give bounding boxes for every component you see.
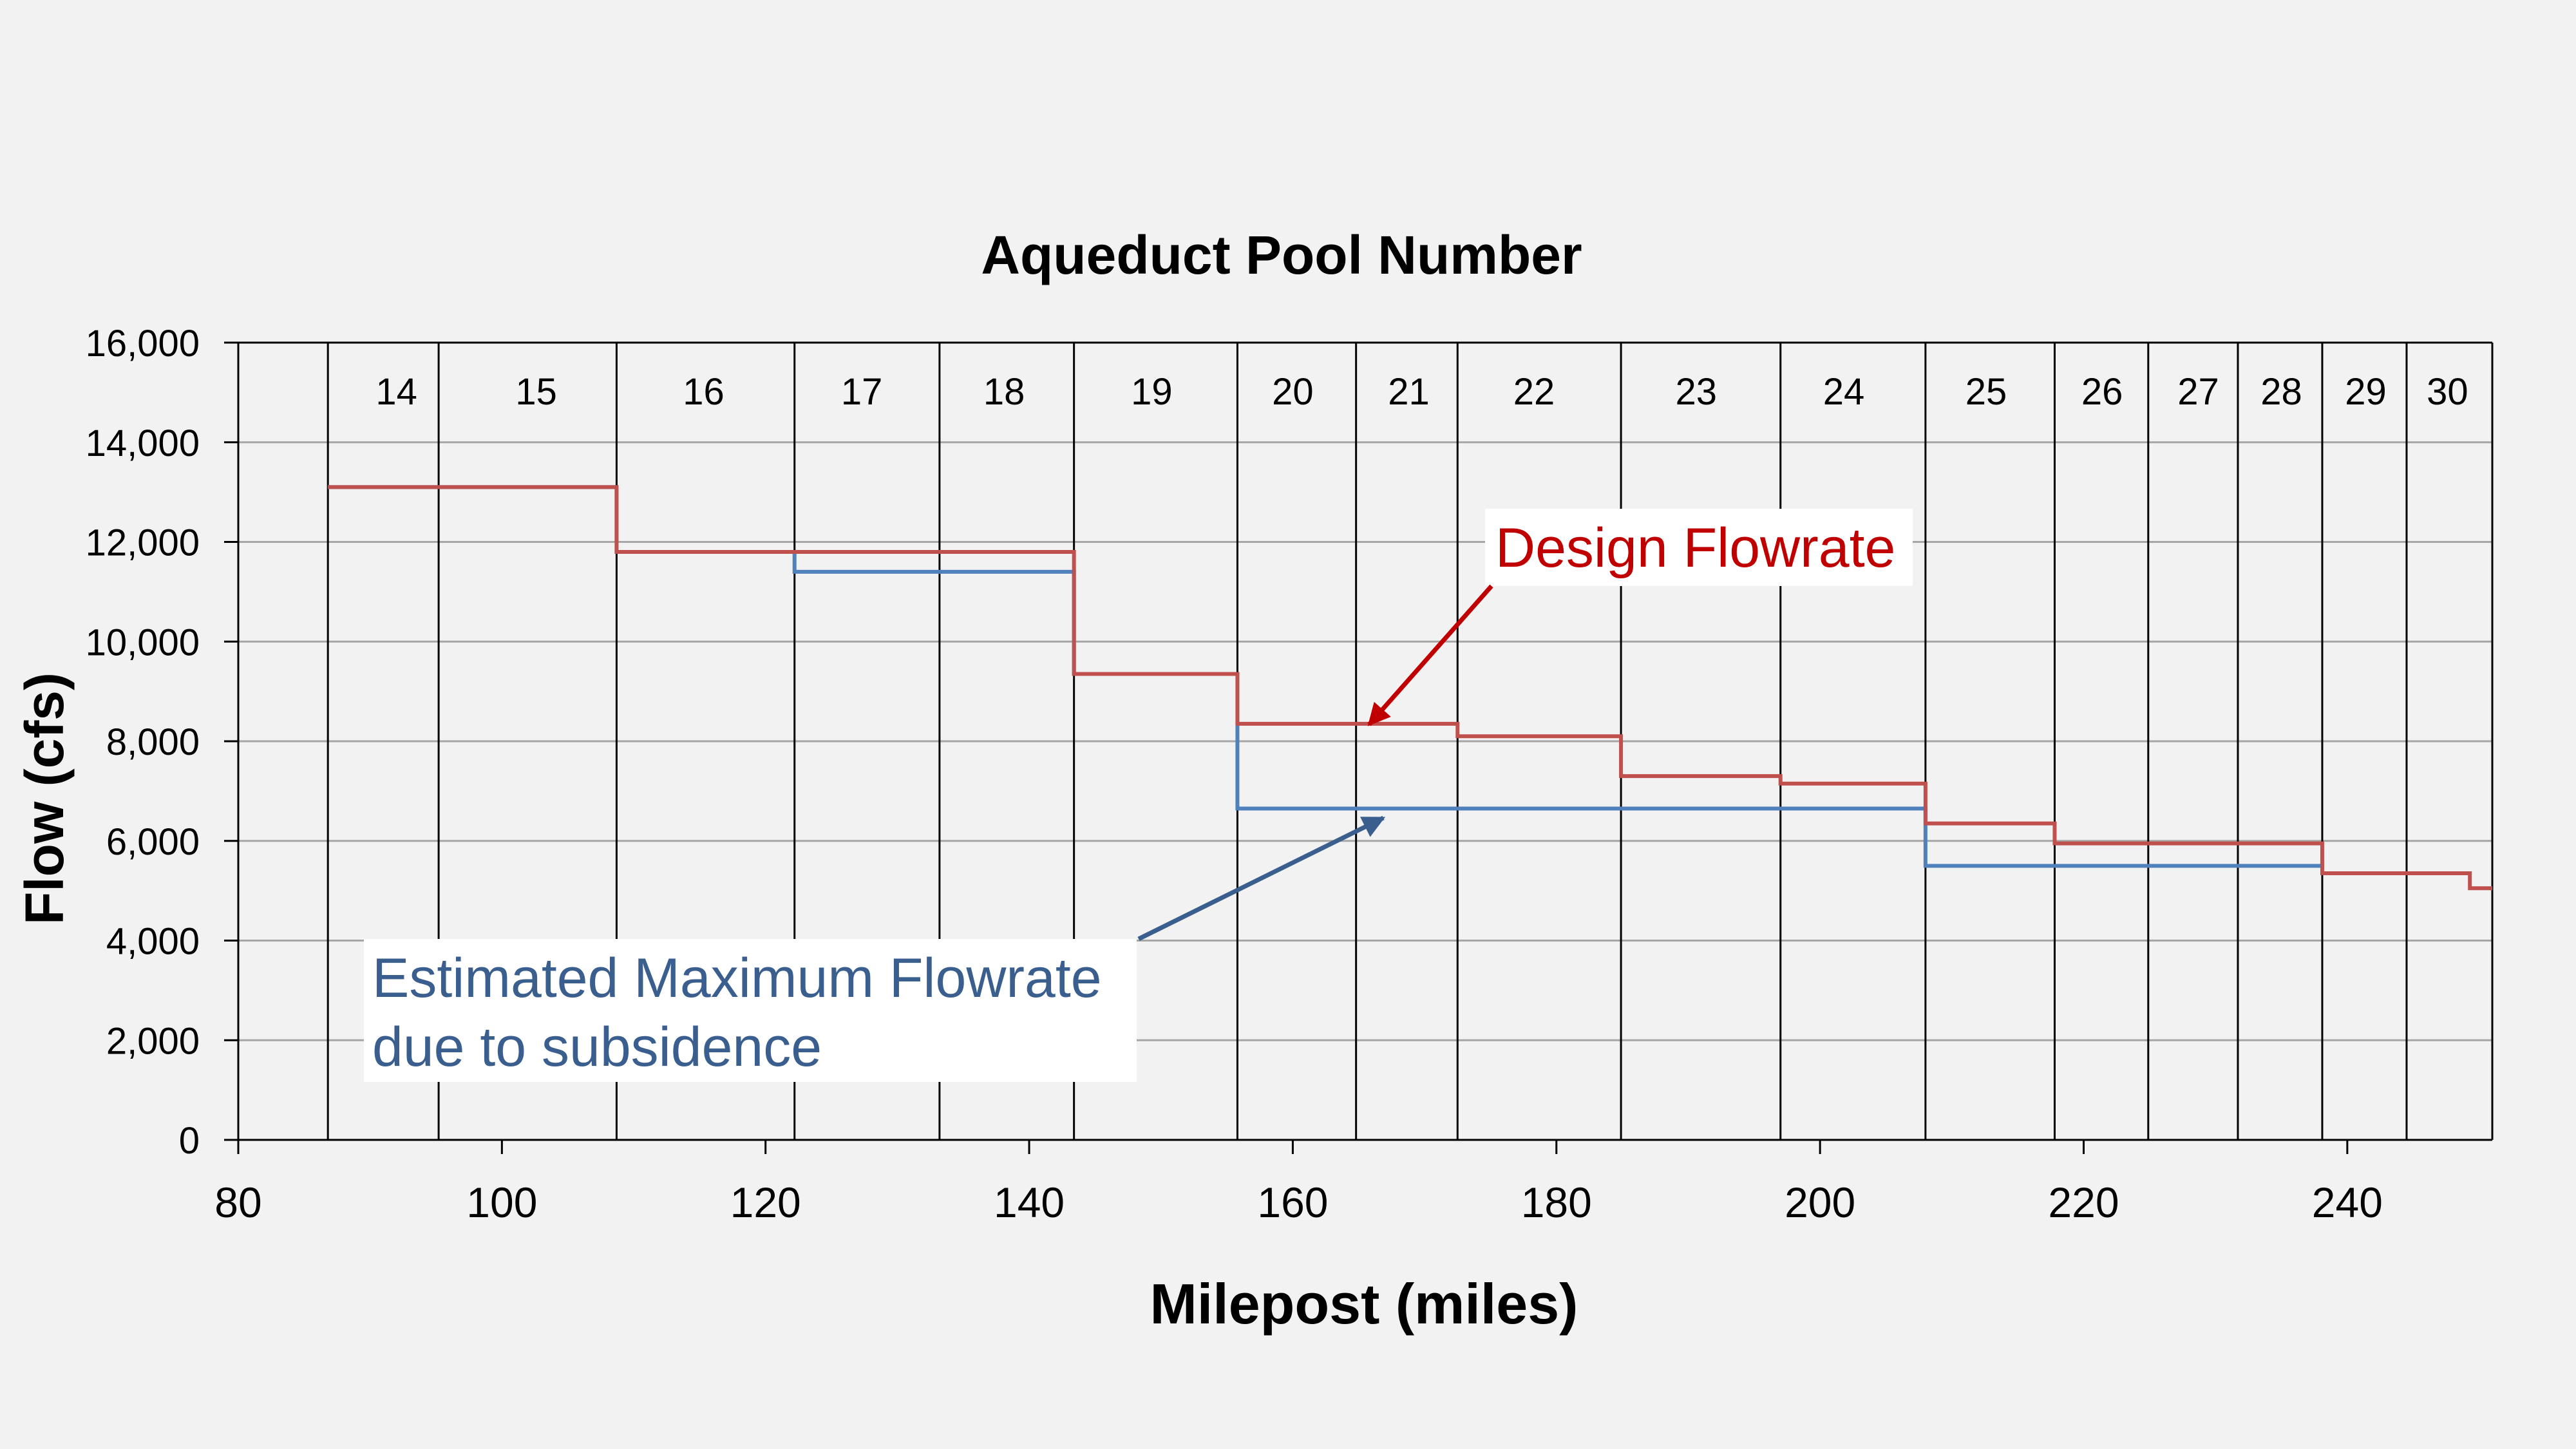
pool-number-label: 14 (375, 371, 417, 413)
design-flowrate-label-box (1485, 509, 1913, 586)
pool-number-label: 21 (1388, 371, 1430, 413)
pool-number-label: 30 (2427, 371, 2468, 413)
y-tick-label: 12,000 (86, 522, 200, 564)
x-tick-label: 180 (1521, 1179, 1592, 1226)
estimated-max-flowrate-line (328, 485, 2322, 868)
y-tick-label: 0 (179, 1120, 200, 1162)
pool-number-label: 25 (1965, 371, 2007, 413)
y-tick-label: 6,000 (106, 821, 200, 863)
pool-number-label: 27 (2177, 371, 2219, 413)
estimated-flowrate-label-line-1: Estimated Maximum Flowrate (372, 947, 1102, 1009)
x-tick-label: 200 (1785, 1179, 1855, 1226)
x-tick-label: 100 (466, 1179, 537, 1226)
pool-number-label: 24 (1823, 371, 1865, 413)
x-tick-label: 160 (1257, 1179, 1328, 1226)
y-axis-title: Flow (cfs) (14, 672, 75, 925)
y-tick-label: 8,000 (106, 721, 200, 763)
axes: 0 2,000 4,000 6,000 8,000 10,000 12,000 14,000 1… (86, 323, 2494, 1226)
pool-number-label: 19 (1131, 371, 1173, 413)
pool-number-label: 20 (1272, 371, 1314, 413)
x-axis-title: Milepost (miles) (1150, 1272, 1578, 1336)
pool-number-label: 26 (2081, 371, 2123, 413)
top-axis-title: Aqueduct Pool Number (981, 225, 1582, 285)
design-flowrate-label: Design Flowrate (1495, 517, 1895, 579)
estimated-flowrate-label-box (364, 939, 1137, 1082)
x-tick-label: 80 (214, 1179, 261, 1226)
x-tick-label: 220 (2048, 1179, 2119, 1226)
y-tick-label: 2,000 (106, 1020, 200, 1062)
x-tick-label: 140 (994, 1179, 1065, 1226)
design-flowrate-line (328, 485, 2492, 891)
series-lines (328, 485, 2492, 891)
estimated-flowrate-label: Estimated Maximum Flowrate due to subsid… (372, 947, 1117, 1078)
x-tick-label: 240 (2312, 1179, 2383, 1226)
y-tick-label: 16,000 (86, 323, 200, 365)
y-tick-label: 10,000 (86, 621, 200, 663)
horizontal-gridlines (238, 341, 2492, 1041)
x-tick-label: 120 (730, 1179, 801, 1226)
pool-number-label: 23 (1675, 371, 1717, 413)
design-flowrate-arrow (1367, 584, 1493, 726)
pool-number-label: 16 (683, 371, 724, 413)
y-tick-label: 4,000 (106, 921, 200, 963)
annotations: Design Flowrate Estimated Maximum Flowra… (364, 509, 1913, 1082)
pool-number-label: 15 (515, 371, 557, 413)
pool-number-label: 22 (1513, 371, 1555, 413)
pool-number-label: 29 (2345, 371, 2387, 413)
estimated-flowrate-arrow (1137, 815, 1386, 942)
pool-number-label: 18 (983, 371, 1025, 413)
pool-number-label: 17 (841, 371, 883, 413)
y-tick-label: 14,000 (86, 422, 200, 464)
pool-number-label: 28 (2260, 371, 2302, 413)
estimated-flowrate-label-line-2: due to subsidence (372, 1016, 822, 1078)
